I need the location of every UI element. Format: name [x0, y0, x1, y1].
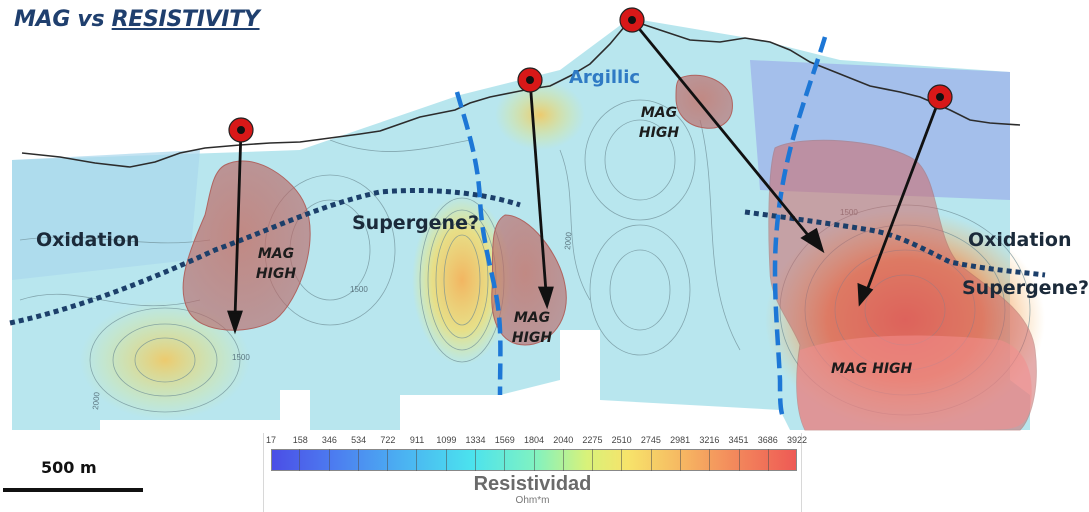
legend-tick-label: 3686 [757, 435, 778, 445]
mag-body-1 [182, 160, 311, 331]
legend-tick-label: 158 [292, 435, 308, 445]
resistivity-legend: 17 158 346 534 722 911 1099 1334 1569 1804 2040 227… [263, 433, 807, 512]
fault-line-2 [772, 36, 828, 422]
legend-cell [476, 449, 506, 471]
legend-cell [447, 449, 476, 471]
mag-body-4-core [796, 335, 1032, 430]
title-prefix: MAG vs [14, 7, 112, 32]
label-mag-high-2: MAG HIGH [511, 310, 553, 346]
drill-collar-marker [228, 117, 254, 143]
drill-traces [227, 19, 942, 335]
legend-cell [300, 449, 330, 471]
contact-dotted-left [9, 188, 521, 326]
legend-cell [564, 449, 594, 471]
contour-label: 2000 [91, 391, 102, 410]
legend-tick-label: 2275 [582, 435, 603, 445]
contour-label: 2000 [563, 231, 574, 250]
mag-body-2 [491, 214, 567, 346]
mag-body-3 [675, 74, 733, 129]
legend-cell [388, 449, 418, 471]
legend-cell [652, 449, 681, 471]
legend-cell [359, 449, 389, 471]
contact-dotted-right [744, 209, 1046, 278]
drill-collar-marker [517, 67, 543, 93]
legend-tick-label: 17 [265, 435, 277, 445]
legend-cell [417, 449, 447, 471]
legend-tick-label: 3922 [786, 435, 808, 445]
contour-label: 1500 [350, 285, 368, 294]
legend-cell [622, 449, 652, 471]
legend-cell [593, 449, 623, 471]
drill-collar-marker [927, 84, 953, 110]
legend-tick-label: 346 [321, 435, 337, 445]
legend-tick-label: 2981 [670, 435, 691, 445]
scale-bar-label: 500 m [41, 458, 97, 477]
legend-cell [505, 449, 535, 471]
label-mag-high-4: MAG HIGH [831, 361, 913, 377]
fault-line-1 [454, 91, 503, 396]
legend-tick-label: 1334 [465, 435, 486, 445]
contour-label: 1500 [232, 353, 250, 362]
label-argillic: Argillic [569, 67, 641, 88]
legend-cell [330, 449, 359, 471]
legend-tick-label: 1099 [436, 435, 457, 445]
legend-tick-label: 1569 [494, 435, 515, 445]
legend-unit: Ohm*m [515, 495, 550, 506]
resistivity-high-center [412, 195, 512, 365]
legend-color-cells [271, 449, 797, 471]
figure-title: MAG vs RESISTIVITY [14, 7, 260, 32]
label-oxidation-right: Oxidation [968, 229, 1072, 251]
legend-tick-label: 2040 [553, 435, 574, 445]
legend-cell [681, 449, 711, 471]
title-emphasis: RESISTIVITY [111, 7, 260, 32]
legend-tick-label: 534 [351, 435, 367, 445]
legend-cell [769, 449, 797, 471]
legend-cell [271, 449, 301, 471]
legend-cell [710, 449, 740, 471]
label-oxidation-left: Oxidation [36, 229, 140, 251]
legend-tick-label: 722 [380, 435, 396, 445]
resistivity-low-zone-left [12, 150, 200, 280]
legend-cell [740, 449, 769, 471]
legend-tick-labels: 17 158 346 534 722 911 1099 1334 1569 1804 2040 227… [264, 435, 807, 447]
legend-tick-label: 911 [409, 435, 425, 445]
resistivity-high-left [80, 300, 250, 420]
legend-tick-label: 3451 [728, 435, 749, 445]
legend-cell [535, 449, 564, 471]
scale-bar [3, 488, 143, 492]
legend-tick-label: 2510 [611, 435, 632, 445]
legend-tick-label: 2745 [640, 435, 661, 445]
label-supergene-right: Supergene? [962, 277, 1089, 299]
legend-tick-label: 1804 [523, 435, 545, 445]
label-mag-high-1: MAG HIGH [255, 246, 297, 282]
drill-collar-marker [619, 7, 645, 33]
legend-title: Resistividad [473, 473, 592, 495]
label-supergene-center: Supergene? [352, 212, 479, 234]
resistivity-high-top [495, 80, 585, 150]
legend-tick-label: 3216 [699, 435, 720, 445]
label-mag-high-3: MAG HIGH [638, 105, 680, 141]
drill-collars [228, 7, 953, 143]
